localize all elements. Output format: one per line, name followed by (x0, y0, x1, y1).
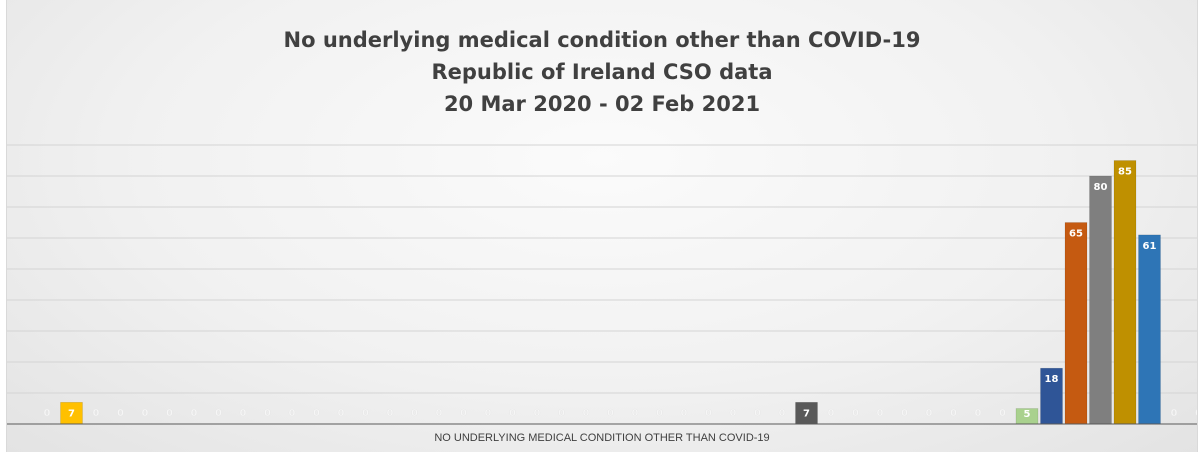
bar-value-label: 0 (999, 408, 1006, 419)
bar-value-label: 0 (534, 408, 541, 419)
bar-value-label: 0 (362, 408, 369, 419)
bar-value-label: 5 (1024, 409, 1031, 420)
bar (1113, 160, 1137, 425)
chart-area: No underlying medical condition other th… (6, 0, 1198, 452)
bar-value-label: 0 (460, 408, 467, 419)
bar-value-label: 0 (338, 408, 345, 419)
x-axis-label: NO UNDERLYING MEDICAL CONDITION OTHER TH… (434, 432, 770, 444)
gridlines (7, 144, 1197, 394)
bar-value-label: 0 (1171, 408, 1178, 419)
bar-value-label: 0 (975, 408, 982, 419)
bar-value-label: 0 (950, 408, 957, 419)
bar-value-label: 0 (264, 408, 271, 419)
bar-value-label: 80 (1094, 182, 1108, 193)
bar-value-label: 0 (240, 408, 247, 419)
bar-value-label: 0 (387, 408, 394, 419)
bars (60, 160, 1161, 425)
bar-value-label: 0 (607, 408, 614, 419)
bar-value-label: 0 (191, 408, 198, 419)
bar-value-label: 61 (1143, 241, 1157, 252)
bar (1064, 222, 1088, 425)
bar-value-label: 0 (142, 408, 149, 419)
bar-value-label: 0 (852, 408, 859, 419)
bar (1089, 175, 1112, 425)
bar-value-label: 0 (166, 408, 173, 419)
bar-value-label: 7 (68, 408, 75, 419)
data-labels: 0 7 0 0 0 0 0 0 0 0 0 0 0 0 0 0 0 0 0 0 0 0 0 0 0 0 0 0 0 0 0 7 0 0 0 0 0 0 0 0… (43, 167, 1197, 421)
bar-value-label: 7 (803, 408, 810, 419)
bar-value-label: 0 (754, 408, 761, 419)
bar-value-label: 0 (44, 408, 51, 419)
chart-title-line-2: Republic of Ireland CSO data (431, 60, 773, 84)
bar-chart: 0 7 0 0 0 0 0 0 0 0 0 0 0 0 0 0 0 0 0 0 0 0 0 0 0 0 0 0 0 0 0 7 0 0 0 0 0 0 0 0… (7, 144, 1197, 425)
bar-value-label: 0 (583, 408, 590, 419)
bar-value-label: 0 (779, 408, 786, 419)
bar-value-label: 0 (313, 408, 320, 419)
bar-value-label: 0 (926, 408, 933, 419)
bar-value-label: 0 (215, 408, 222, 419)
bar-value-label: 85 (1118, 167, 1132, 178)
bar-value-label: 0 (289, 408, 296, 419)
bar-value-label: 0 (509, 408, 516, 419)
bar-value-label: 0 (117, 408, 124, 419)
chart-title-line-1: No underlying medical condition other th… (283, 28, 921, 52)
bar-value-label: 0 (705, 408, 712, 419)
bar-value-label: 65 (1069, 229, 1083, 240)
bar-value-label: 0 (730, 408, 737, 419)
bar-value-label: 0 (656, 408, 663, 419)
bar-value-label: 0 (436, 408, 443, 419)
chart-title-line-3: 20 Mar 2020 - 02 Feb 2021 (443, 92, 761, 116)
bar-value-label: 0 (1195, 408, 1197, 419)
bar-value-label: 0 (411, 408, 418, 419)
chart-title: No underlying medical condition other th… (7, 24, 1197, 120)
bar (1138, 234, 1161, 425)
bar-value-label: 0 (632, 408, 639, 419)
bar-value-label: 18 (1045, 374, 1059, 385)
bar-value-label: 0 (558, 408, 565, 419)
bar-value-label: 0 (681, 408, 688, 419)
bar-value-label: 0 (828, 408, 835, 419)
bar-value-label: 0 (485, 408, 492, 419)
bar-value-label: 0 (901, 408, 908, 419)
bar-value-label: 0 (877, 408, 884, 419)
bar-value-label: 0 (93, 408, 100, 419)
